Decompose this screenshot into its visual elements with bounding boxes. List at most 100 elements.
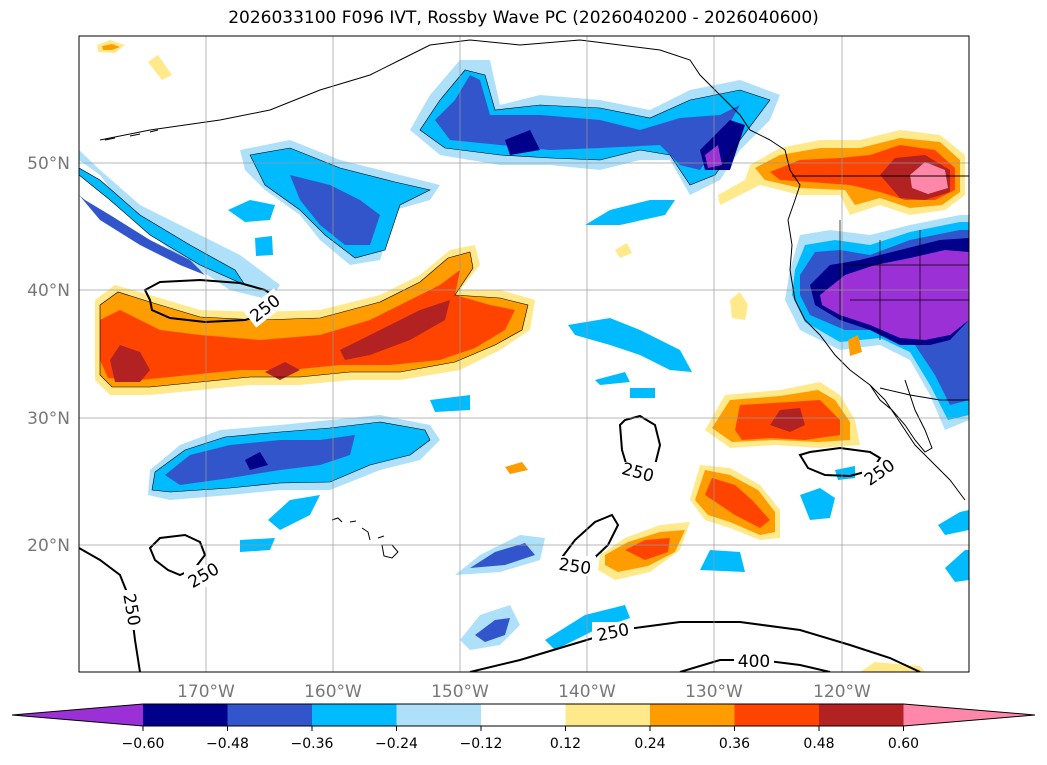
anomaly-region-warm-dot-2 xyxy=(148,55,172,80)
anomaly-region-warm-dot-4 xyxy=(848,335,862,356)
anomaly-region-subtropical-band-dark-1 xyxy=(110,345,150,382)
anomaly-region-south-warm-1-inner xyxy=(705,478,770,528)
anomaly-region-south-6 xyxy=(938,510,969,535)
latitude-labels: 50°N 40°N 30°N 20°N xyxy=(27,154,70,556)
colorbar-segment xyxy=(396,704,482,726)
colorbar-segment xyxy=(734,704,820,726)
anomaly-region-subtropical-band-dark-2 xyxy=(340,300,450,360)
lat-label-40n: 40°N xyxy=(27,281,70,301)
anomaly-region-south-1-core xyxy=(470,543,535,568)
lon-label-150w: 150°W xyxy=(431,682,489,702)
lat-label-20n: 20°N xyxy=(27,536,70,556)
colorbar-tick-label: −0.12 xyxy=(460,736,503,752)
anomaly-region-small-7 xyxy=(568,318,692,372)
colorbar-extend-right xyxy=(903,704,1035,726)
outline-subtropical-band xyxy=(99,251,529,388)
anomaly-region-south-warm-2-inner xyxy=(625,538,670,560)
lon-label-160w: 160°W xyxy=(304,682,362,702)
coastline-aleutians xyxy=(104,129,159,141)
contour-label-bg xyxy=(618,462,658,482)
anomaly-region-subtropical-band-dark-3 xyxy=(265,362,300,380)
anomaly-region-nw-inner xyxy=(79,195,205,275)
anomaly-outlines xyxy=(79,69,771,493)
contour-label-bg xyxy=(592,622,634,642)
colorbar-segment xyxy=(565,704,651,726)
anomaly-region-small-1 xyxy=(228,200,275,222)
anomaly-region-gulf-alaska-dark xyxy=(505,130,540,155)
coastline-hawaii xyxy=(331,517,399,559)
colorbar-segment xyxy=(227,704,313,726)
anomaly-region-small-8 xyxy=(595,372,630,385)
lat-label-30n: 30°N xyxy=(27,409,70,429)
colorbar-tick-label: −0.48 xyxy=(206,736,249,752)
anomaly-region-subtropical-band-inner xyxy=(100,270,515,380)
map-frame xyxy=(78,35,970,673)
contour-label-8: 400 xyxy=(738,652,770,672)
outline-central-pacific xyxy=(151,421,431,493)
outline-central-north xyxy=(249,147,431,259)
contour-label-bg xyxy=(862,462,898,484)
anomaly-region-central-north-inner xyxy=(290,175,380,245)
anomaly-region-nw xyxy=(79,150,280,300)
colorbar-segment xyxy=(650,704,735,726)
colorbar-tick-label: 0.24 xyxy=(634,736,665,752)
longitude-labels: 170°W 160°W 150°W 140°W 130°W 120°W xyxy=(177,682,871,702)
colorbar-tick-label: 0.12 xyxy=(550,736,581,752)
colorbar-tick-label: 0.60 xyxy=(888,736,919,752)
ivt-contour-south-west xyxy=(148,533,207,577)
anomaly-region-small-2 xyxy=(255,236,273,256)
anomaly-region-warm-dot-5 xyxy=(505,462,528,474)
colorbar-segment xyxy=(819,704,904,726)
anomaly-region-south-7 xyxy=(945,550,969,582)
anomaly-region-warm-dot-6 xyxy=(615,243,632,258)
anomaly-region-nw-core xyxy=(79,168,245,285)
anomaly-region-south-5 xyxy=(800,488,835,520)
colorbar: −0.60 −0.48 −0.36 −0.24 −0.12 0.12 0.24 0.36 0.4… xyxy=(11,703,1036,752)
positive-anomaly-fields xyxy=(95,40,965,672)
colorbar-tick-label: 0.36 xyxy=(719,736,750,752)
colorbar-segment xyxy=(481,704,566,726)
anomaly-region-warm-dot-7 xyxy=(860,662,925,672)
map-panel: 250 250 250 250 250 250 250 400 xyxy=(79,36,969,672)
coastline-west-us xyxy=(787,219,966,501)
anomaly-region-small-4 xyxy=(268,495,320,530)
coastline-alaska-peninsula xyxy=(99,39,771,141)
anomaly-region-small-3 xyxy=(585,200,675,225)
anomaly-region-small-9 xyxy=(630,388,655,398)
contour-label-bg xyxy=(554,556,596,576)
colorbar-tick-label: −0.36 xyxy=(291,736,334,752)
contour-label-bg xyxy=(734,651,774,671)
lon-label-130w: 130°W xyxy=(685,682,743,702)
coastline-baja-california xyxy=(869,379,933,453)
anomaly-region-south-4 xyxy=(700,550,745,572)
outline-gulf-alaska xyxy=(419,69,771,186)
coastline-bc-coast xyxy=(769,139,801,221)
colorbar-segment xyxy=(312,704,397,726)
lon-label-140w: 140°W xyxy=(558,682,616,702)
colorbar-extend-left xyxy=(12,704,143,726)
contour-label-bg xyxy=(118,590,142,630)
contour-label-bg xyxy=(243,288,287,328)
lon-label-170w: 170°W xyxy=(177,682,235,702)
colorbar-segment xyxy=(143,704,228,726)
outline-nw-band xyxy=(79,167,246,286)
lat-label-50n: 50°N xyxy=(27,154,70,174)
colorbar-tick-label: −0.24 xyxy=(375,736,418,752)
border-us-mexico xyxy=(879,387,969,401)
anomaly-region-pacific-northwest-max xyxy=(910,162,948,194)
anomaly-region-central-pacific-dark xyxy=(245,452,268,470)
anomaly-region-south-2-core xyxy=(475,618,510,642)
map-title: 2026033100 F096 IVT, Rossby Wave PC (202… xyxy=(228,8,819,28)
anomaly-region-warm-dot-3 xyxy=(730,292,748,320)
contour-label-5: 250 xyxy=(557,555,592,579)
anomaly-region-east-pacific-dark xyxy=(770,408,805,432)
ivt-contour-southwest-edge xyxy=(79,547,141,672)
colorbar-tick-label: −0.60 xyxy=(122,736,165,752)
anomaly-region-warm-dot-1-core xyxy=(102,44,120,50)
ivt-contour-south-arc xyxy=(469,621,921,672)
colorbar-tick-label: 0.48 xyxy=(803,736,834,752)
anomaly-region-west-us-purple xyxy=(820,250,969,340)
contour-label-bg xyxy=(184,565,224,587)
lon-label-120w: 120°W xyxy=(813,682,871,702)
